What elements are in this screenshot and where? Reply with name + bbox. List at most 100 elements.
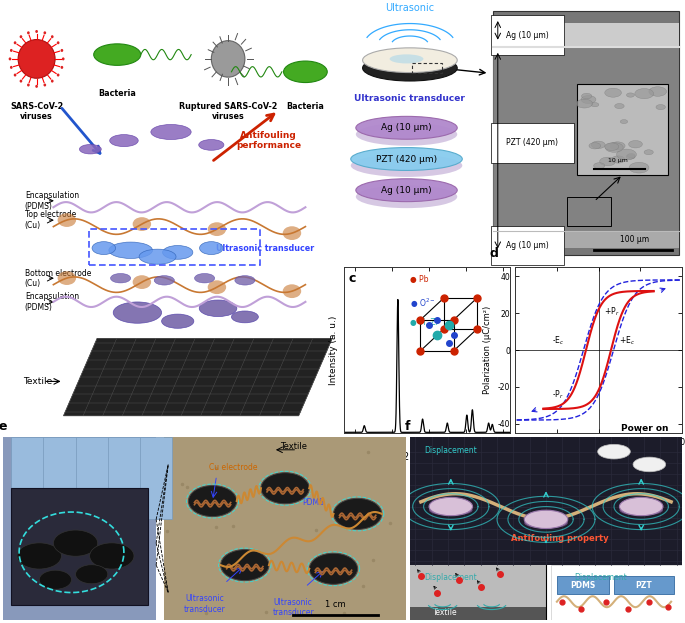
Ellipse shape — [619, 497, 663, 516]
Text: f: f — [405, 421, 410, 434]
Ellipse shape — [154, 275, 175, 285]
Y-axis label: Intensity (a. u.): Intensity (a. u.) — [329, 315, 338, 384]
Text: Displacement: Displacement — [574, 573, 627, 582]
Text: 100 μm: 100 μm — [620, 235, 649, 244]
Ellipse shape — [310, 553, 358, 584]
Ellipse shape — [283, 226, 301, 240]
Text: +P$_r$: +P$_r$ — [603, 305, 619, 318]
Bar — [108, 437, 144, 556]
Bar — [551, 565, 682, 620]
Bar — [412, 64, 442, 73]
Ellipse shape — [51, 36, 53, 38]
Ellipse shape — [524, 518, 568, 528]
Text: Displacement: Displacement — [425, 447, 477, 455]
Ellipse shape — [35, 85, 38, 88]
Text: Ruptured SARS-CoV-2
viruses: Ruptured SARS-CoV-2 viruses — [179, 102, 277, 121]
Ellipse shape — [524, 510, 568, 528]
Ellipse shape — [20, 36, 23, 38]
Ellipse shape — [589, 143, 601, 149]
Ellipse shape — [75, 564, 108, 584]
Text: PZT: PZT — [636, 581, 652, 590]
Ellipse shape — [627, 153, 635, 158]
Text: Ultrasonic: Ultrasonic — [386, 3, 434, 13]
Text: Top electrode
(Cu): Top electrode (Cu) — [25, 211, 76, 230]
Text: Encapsulation
(PDMS): Encapsulation (PDMS) — [25, 292, 79, 312]
Ellipse shape — [620, 120, 627, 123]
Ellipse shape — [351, 148, 462, 171]
Ellipse shape — [626, 155, 635, 159]
Bar — [3, 437, 156, 620]
Ellipse shape — [53, 530, 98, 556]
Ellipse shape — [9, 57, 12, 60]
Bar — [410, 565, 546, 620]
Ellipse shape — [629, 163, 649, 173]
Text: Ultrasonic transducer: Ultrasonic transducer — [216, 244, 314, 252]
Ellipse shape — [591, 103, 599, 107]
Ellipse shape — [362, 48, 457, 72]
Text: Cu electrode: Cu electrode — [208, 463, 257, 472]
Ellipse shape — [188, 485, 237, 516]
Ellipse shape — [27, 31, 29, 34]
Text: d: d — [490, 247, 499, 260]
Ellipse shape — [110, 273, 131, 283]
Text: 10 μm: 10 μm — [608, 158, 627, 163]
Ellipse shape — [644, 150, 653, 155]
Ellipse shape — [635, 88, 653, 98]
Ellipse shape — [261, 473, 310, 504]
Ellipse shape — [356, 117, 457, 139]
Ellipse shape — [633, 457, 666, 472]
Bar — [410, 437, 682, 565]
Ellipse shape — [619, 505, 663, 516]
Ellipse shape — [162, 245, 193, 259]
Bar — [140, 437, 172, 520]
Ellipse shape — [591, 141, 605, 148]
Text: PZT (420 μm): PZT (420 μm) — [506, 138, 558, 147]
Ellipse shape — [58, 213, 76, 227]
Bar — [164, 437, 406, 620]
Ellipse shape — [208, 222, 226, 236]
Text: Bacteria: Bacteria — [99, 89, 136, 98]
Ellipse shape — [20, 80, 23, 83]
Ellipse shape — [79, 145, 101, 154]
Text: Textile: Textile — [433, 608, 458, 617]
Ellipse shape — [94, 44, 140, 65]
Ellipse shape — [62, 57, 64, 60]
Ellipse shape — [195, 273, 214, 283]
Ellipse shape — [605, 88, 621, 97]
Ellipse shape — [199, 242, 223, 255]
Text: Ag (10 μm): Ag (10 μm) — [506, 241, 549, 250]
Text: PDMS: PDMS — [302, 498, 324, 506]
Ellipse shape — [18, 39, 55, 78]
Ellipse shape — [60, 49, 63, 52]
Text: e: e — [0, 421, 8, 434]
Ellipse shape — [356, 123, 457, 146]
Ellipse shape — [199, 300, 237, 316]
Bar — [577, 83, 669, 174]
Text: Textile: Textile — [23, 377, 53, 386]
Bar — [493, 47, 679, 231]
Ellipse shape — [14, 41, 16, 44]
Ellipse shape — [51, 80, 53, 83]
Ellipse shape — [232, 311, 258, 323]
Ellipse shape — [10, 49, 12, 52]
Ellipse shape — [139, 249, 176, 264]
Ellipse shape — [598, 444, 630, 459]
X-axis label: 2 θ (deg.): 2 θ (deg.) — [403, 452, 451, 462]
Ellipse shape — [606, 143, 623, 152]
Bar — [557, 576, 608, 594]
Ellipse shape — [35, 30, 38, 33]
Ellipse shape — [27, 83, 29, 87]
Ellipse shape — [351, 154, 462, 177]
Ellipse shape — [58, 271, 76, 285]
Ellipse shape — [133, 275, 151, 289]
Ellipse shape — [614, 103, 624, 108]
Ellipse shape — [362, 55, 457, 81]
Ellipse shape — [356, 179, 457, 202]
Text: Antifouling property: Antifouling property — [511, 535, 608, 543]
Text: Encapsulation
(PDMS): Encapsulation (PDMS) — [25, 191, 79, 211]
Text: -E$_c$: -E$_c$ — [551, 335, 564, 347]
Text: Bottom electrode
(Cu): Bottom electrode (Cu) — [25, 269, 91, 288]
Ellipse shape — [429, 497, 473, 516]
Text: Ag (10 μm): Ag (10 μm) — [382, 186, 432, 195]
Text: -P$_r$: -P$_r$ — [551, 388, 564, 401]
